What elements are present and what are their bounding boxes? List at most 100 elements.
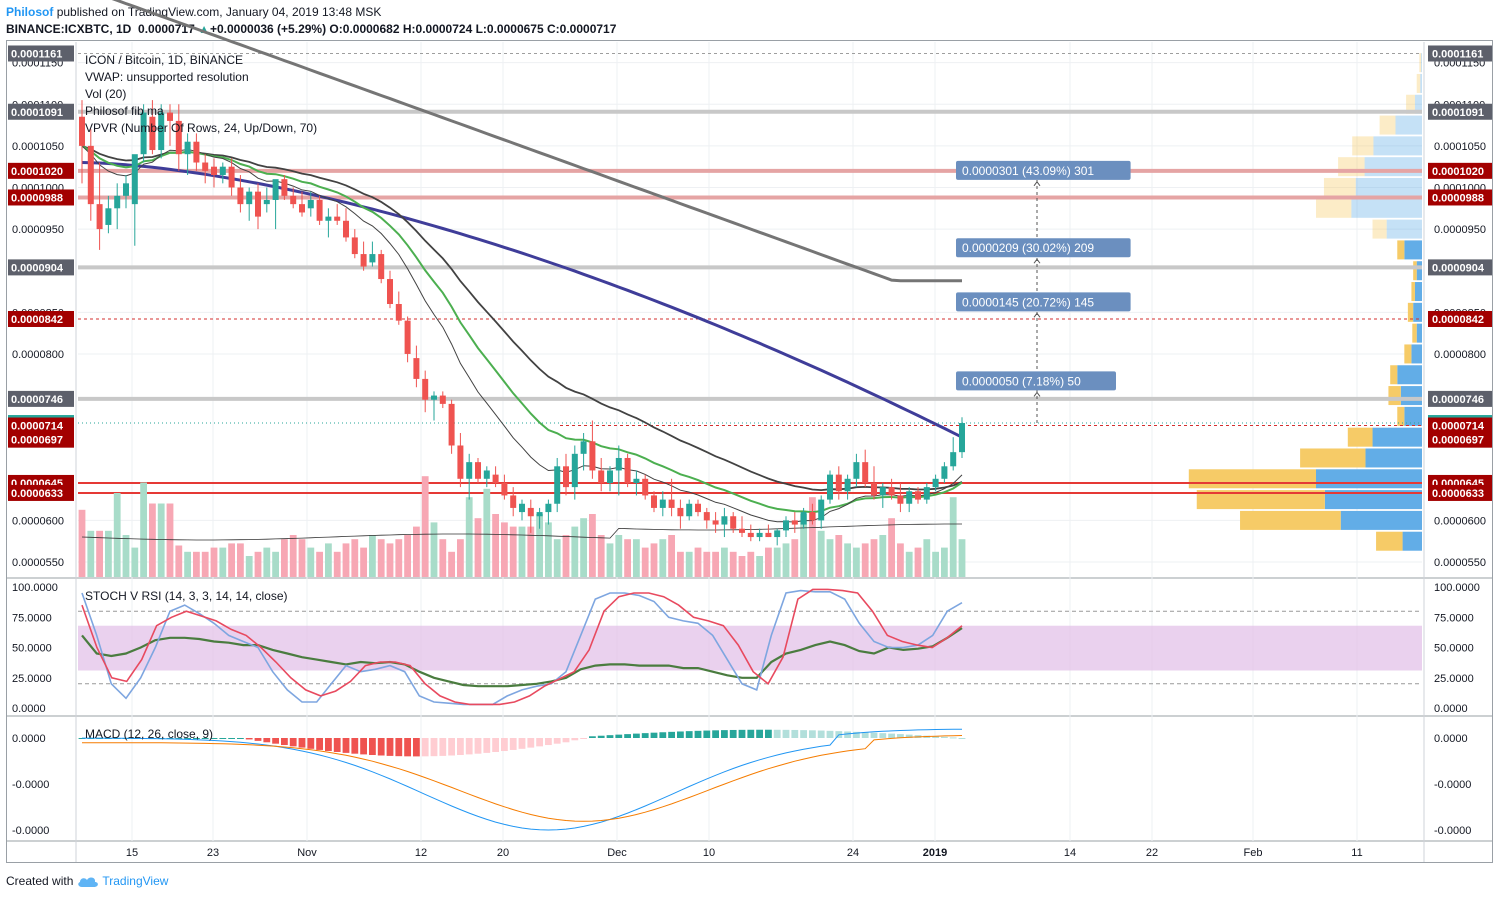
macd-histogram-bar bbox=[809, 730, 816, 738]
left-price-badge bbox=[8, 103, 74, 120]
macd-histogram-bar bbox=[606, 735, 614, 738]
macd-histogram-bar bbox=[870, 732, 878, 738]
candle-body bbox=[387, 279, 393, 305]
macd-histogram-bar bbox=[897, 734, 904, 738]
stoch-rsi-pane bbox=[78, 588, 1422, 706]
macd-histogram-bar bbox=[791, 729, 799, 738]
tradingview-link[interactable]: TradingView bbox=[77, 874, 168, 888]
right-price-badge-text: 0.0000714 bbox=[1432, 421, 1485, 433]
candle-body bbox=[783, 520, 789, 531]
macd-histogram-bar bbox=[668, 731, 675, 738]
macd-histogram-bar bbox=[641, 733, 649, 738]
volume-bar bbox=[773, 547, 781, 577]
candle-body bbox=[545, 503, 552, 513]
macd-left-tick: 0.0000 bbox=[12, 733, 46, 745]
vpvr-down-bar bbox=[1340, 510, 1422, 530]
change-arrow-icon: ▲ bbox=[198, 22, 210, 36]
candle-body bbox=[668, 499, 675, 508]
candle-body bbox=[642, 478, 649, 496]
right-price-badge bbox=[1428, 390, 1492, 407]
main-legend: ICON / Bitcoin, 1D, BINANCE VWAP: unsupp… bbox=[85, 52, 317, 137]
vpvr-up-bar bbox=[1404, 344, 1412, 364]
volume-bar bbox=[219, 547, 227, 577]
candle-body bbox=[598, 470, 605, 483]
macd-histogram-bar bbox=[193, 738, 200, 739]
legend-vwap[interactable]: VWAP: unsupported resolution bbox=[85, 70, 249, 84]
stoch-right-tick: 0.0000 bbox=[1434, 703, 1468, 715]
low-label: L: bbox=[475, 22, 487, 36]
macd-histogram-bar bbox=[615, 734, 623, 738]
candle-body bbox=[695, 503, 701, 513]
candle-body bbox=[299, 204, 305, 213]
macd-legend[interactable]: MACD (12, 26, close, 9) bbox=[85, 727, 214, 741]
volume-bar bbox=[562, 535, 570, 577]
candle-body bbox=[228, 166, 235, 188]
ma-21-line bbox=[81, 145, 963, 514]
macd-histogram-bar bbox=[650, 732, 658, 738]
volume-bar bbox=[633, 539, 640, 577]
macd-histogram-bar bbox=[949, 737, 957, 739]
candle-body bbox=[175, 120, 182, 155]
vpvr-up-bar bbox=[1413, 261, 1417, 281]
vpvr-down-bar bbox=[1372, 427, 1422, 447]
volume-bar bbox=[430, 522, 438, 577]
stoch-legend[interactable]: STOCH V RSI (14, 3, 3, 14, 14, close) bbox=[85, 589, 288, 603]
macd-histogram-bar bbox=[316, 738, 323, 750]
candle-body bbox=[395, 304, 402, 321]
symbol-label: BINANCE:ICXBTC, 1D bbox=[6, 22, 132, 36]
stoch-band bbox=[78, 625, 1422, 671]
volume-bar bbox=[905, 551, 913, 577]
macd-histogram-bar bbox=[298, 738, 306, 748]
legend-vpvr[interactable]: VPVR (Number Of Rows, 24, Up/Down, 70) bbox=[85, 121, 318, 135]
right-price-badge-text: 0.0000746 bbox=[1432, 394, 1484, 406]
legend-title[interactable]: ICON / Bitcoin, 1D, BINANCE bbox=[85, 53, 244, 67]
macd-histogram-bar bbox=[439, 738, 447, 756]
volume-bar bbox=[756, 556, 763, 577]
vpvr-up-bar bbox=[1416, 73, 1421, 93]
candle-body bbox=[422, 378, 429, 400]
vpvr-down-bar bbox=[1414, 94, 1422, 114]
candle-body bbox=[844, 478, 851, 492]
legend-vol[interactable]: Vol (20) bbox=[85, 87, 127, 101]
vpvr-up-bar bbox=[1240, 510, 1341, 530]
vpvr-down-bar bbox=[1355, 177, 1422, 197]
volume-bar bbox=[122, 535, 130, 577]
x-tick-label: 2019 bbox=[923, 847, 947, 859]
legend-fib[interactable]: Philosof fib ma bbox=[85, 104, 164, 118]
volume-bar bbox=[201, 551, 209, 577]
volume-bar bbox=[659, 539, 667, 577]
left-price-badge bbox=[8, 310, 74, 327]
right-price-badge-text: 0.0001091 bbox=[1432, 107, 1484, 119]
x-tick-label: 11 bbox=[1351, 847, 1362, 859]
macd-right-tick: -0.0000 bbox=[1434, 825, 1471, 837]
volume-bar bbox=[448, 551, 455, 577]
volume-bar bbox=[457, 539, 464, 577]
volume-bar bbox=[703, 551, 711, 577]
candle-body bbox=[237, 187, 244, 205]
stoch-left-tick: 25.0000 bbox=[12, 673, 52, 685]
vpvr-up-bar bbox=[1316, 198, 1352, 218]
volume-bar bbox=[131, 547, 139, 577]
volume-bar bbox=[333, 551, 341, 577]
candle-body bbox=[800, 512, 807, 525]
left-price-badge-text: 0.0001020 bbox=[11, 166, 63, 178]
candle-body bbox=[105, 208, 112, 225]
candle-body bbox=[510, 495, 517, 508]
candle-body bbox=[316, 199, 323, 221]
volume-bar bbox=[501, 522, 508, 577]
candle-body bbox=[404, 320, 411, 354]
macd-right-tick: 0.0000 bbox=[1434, 733, 1468, 745]
ma-13-line bbox=[81, 145, 963, 523]
macd-line bbox=[82, 728, 963, 831]
candle-body bbox=[272, 179, 279, 200]
volume-bar bbox=[509, 526, 517, 577]
macd-histogram-bar bbox=[747, 729, 755, 738]
right-price-badge bbox=[1428, 417, 1492, 434]
vpvr-down-bar bbox=[1414, 282, 1422, 302]
macd-histogram-bar bbox=[633, 733, 640, 738]
volume-bar bbox=[624, 539, 631, 577]
publisher-name[interactable]: Philosof bbox=[6, 5, 54, 19]
x-tick-label: Dec bbox=[607, 847, 627, 859]
vpvr-down-bar bbox=[1400, 386, 1422, 406]
